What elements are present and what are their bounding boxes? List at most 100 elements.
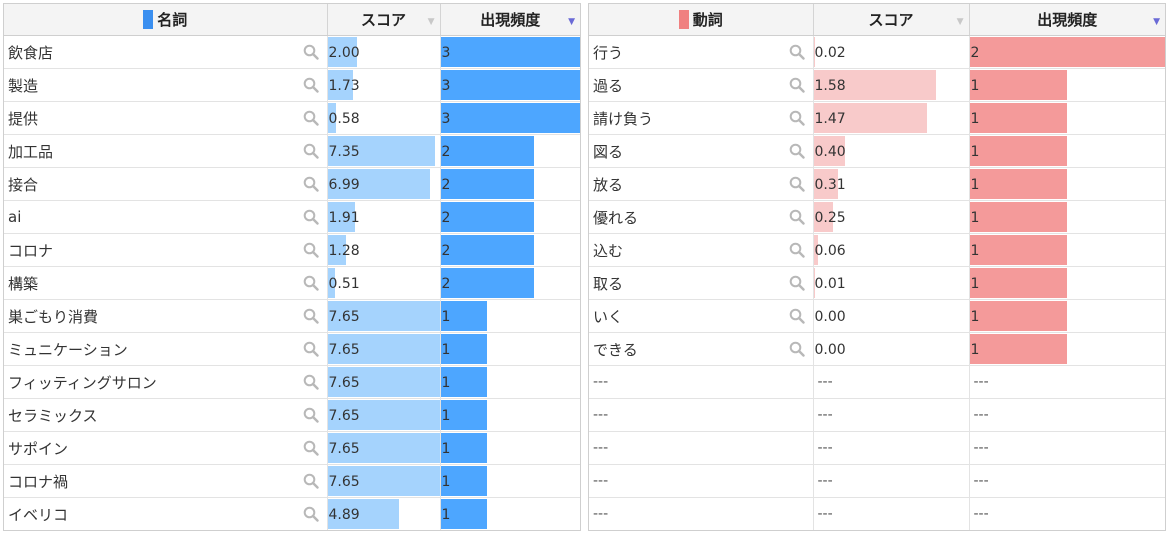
table-row[interactable]: 製造 1.73 3 (4, 68, 580, 102)
table-row[interactable]: いく 0.00 1 (589, 299, 1165, 333)
table-row[interactable]: 接合 6.99 2 (4, 167, 580, 201)
table-row[interactable]: 放る 0.31 1 (589, 167, 1165, 201)
score-cell: 0.58 (327, 101, 441, 135)
sort-arrow-icon[interactable]: ▼ (427, 17, 435, 27)
search-icon[interactable] (303, 77, 319, 93)
search-icon[interactable] (789, 110, 805, 126)
score-bar (813, 136, 845, 166)
word-text: 放る (593, 175, 624, 194)
table-row[interactable]: できる 0.00 1 (589, 332, 1165, 366)
table-row[interactable]: 加工品 7.35 2 (4, 134, 580, 168)
table-row[interactable]: フィッティングサロン 7.65 1 (4, 365, 580, 399)
search-icon[interactable] (303, 242, 319, 258)
search-icon[interactable] (303, 341, 319, 357)
search-icon[interactable] (789, 143, 805, 159)
word-cell: 図る (589, 134, 814, 168)
empty-cell: --- (813, 365, 970, 399)
word-cell: 巣ごもり消費 (4, 299, 328, 333)
table-row[interactable]: 巣ごもり消費 7.65 1 (4, 299, 580, 333)
table-row[interactable]: ai 1.91 2 (4, 200, 580, 234)
score-bar (327, 301, 440, 331)
search-icon[interactable] (303, 506, 319, 522)
score-cell: 0.00 (813, 332, 970, 366)
table-row[interactable]: コロナ 1.28 2 (4, 233, 580, 267)
word-cell: 放る (589, 167, 814, 201)
search-icon[interactable] (789, 176, 805, 192)
score-value: 0.02 (814, 45, 846, 61)
score-bar (813, 103, 928, 133)
word-cell: 飲食店 (4, 35, 328, 69)
freq-cell: 2 (440, 266, 580, 300)
search-icon[interactable] (789, 77, 805, 93)
table-row[interactable]: サポイン 7.65 1 (4, 431, 580, 465)
noun-header-score[interactable]: スコア ▼ (327, 4, 441, 36)
table-row[interactable]: 行う 0.02 2 (589, 35, 1165, 69)
score-cell: 0.06 (813, 233, 970, 267)
score-bar (327, 466, 440, 496)
search-icon[interactable] (303, 275, 319, 291)
word-cell: サポイン (4, 431, 328, 465)
verb-header-freq[interactable]: 出現頻度 ▼ (969, 4, 1165, 36)
noun-header-word[interactable]: 名詞 (4, 4, 328, 36)
word-text: セラミックス (8, 406, 98, 425)
search-icon[interactable] (303, 44, 319, 60)
sort-arrow-icon[interactable]: ▼ (956, 17, 964, 27)
score-bar (813, 202, 833, 232)
word-cell: 提供 (4, 101, 328, 135)
score-value: 2.00 (328, 45, 360, 61)
score-value: 0.25 (814, 210, 846, 226)
sort-arrow-active-icon[interactable]: ▼ (568, 17, 575, 27)
search-icon[interactable] (789, 341, 805, 357)
verb-header-score[interactable]: スコア ▼ (813, 4, 970, 36)
search-icon[interactable] (789, 209, 805, 225)
search-icon[interactable] (303, 374, 319, 390)
search-icon[interactable] (303, 143, 319, 159)
score-value: 7.65 (328, 342, 360, 358)
word-text: 製造 (8, 76, 39, 95)
search-icon[interactable] (303, 473, 319, 489)
freq-cell: 1 (440, 365, 580, 399)
search-icon[interactable] (303, 176, 319, 192)
table-row[interactable]: 図る 0.40 1 (589, 134, 1165, 168)
freq-cell: 2 (440, 134, 580, 168)
search-icon[interactable] (303, 308, 319, 324)
empty-cell: --- (589, 464, 814, 498)
freq-value: 1 (441, 375, 451, 391)
table-row[interactable]: ミュニケーション 7.65 1 (4, 332, 580, 366)
freq-value: 1 (441, 408, 451, 424)
search-icon[interactable] (789, 242, 805, 258)
table-row[interactable]: 提供 0.58 3 (4, 101, 580, 135)
table-row[interactable]: イベリコ 4.89 1 (4, 497, 580, 530)
search-icon[interactable] (303, 440, 319, 456)
search-icon[interactable] (789, 44, 805, 60)
table-row[interactable]: 飲食店 2.00 3 (4, 35, 580, 69)
table-row[interactable]: 過る 1.58 1 (589, 68, 1165, 102)
noun-header-freq[interactable]: 出現頻度 ▼ (440, 4, 580, 36)
freq-cell: 1 (969, 233, 1165, 267)
word-text: ai (8, 208, 22, 226)
score-cell: 7.65 (327, 332, 441, 366)
search-icon[interactable] (303, 209, 319, 225)
word-cell: 込む (589, 233, 814, 267)
table-row[interactable]: セラミックス 7.65 1 (4, 398, 580, 432)
table-row[interactable]: 込む 0.06 1 (589, 233, 1165, 267)
table-row[interactable]: 取る 0.01 1 (589, 266, 1165, 300)
verb-header-word[interactable]: 動詞 (589, 4, 814, 36)
table-row[interactable]: 優れる 0.25 1 (589, 200, 1165, 234)
score-value: 0.00 (814, 309, 846, 325)
search-icon[interactable] (789, 308, 805, 324)
empty-cell: --- (589, 431, 814, 465)
score-cell: 7.65 (327, 299, 441, 333)
search-icon[interactable] (789, 275, 805, 291)
search-icon[interactable] (303, 407, 319, 423)
search-icon[interactable] (303, 110, 319, 126)
word-cell: 請け負う (589, 101, 814, 135)
sort-arrow-active-icon[interactable]: ▼ (1153, 17, 1160, 27)
score-cell: 1.47 (813, 101, 970, 135)
table-row[interactable]: 構築 0.51 2 (4, 266, 580, 300)
freq-value: 2 (441, 210, 451, 226)
table-row[interactable]: 請け負う 1.47 1 (589, 101, 1165, 135)
table-row[interactable]: コロナ禍 7.65 1 (4, 464, 580, 498)
score-value: 7.35 (328, 144, 360, 160)
score-bar (327, 499, 400, 529)
